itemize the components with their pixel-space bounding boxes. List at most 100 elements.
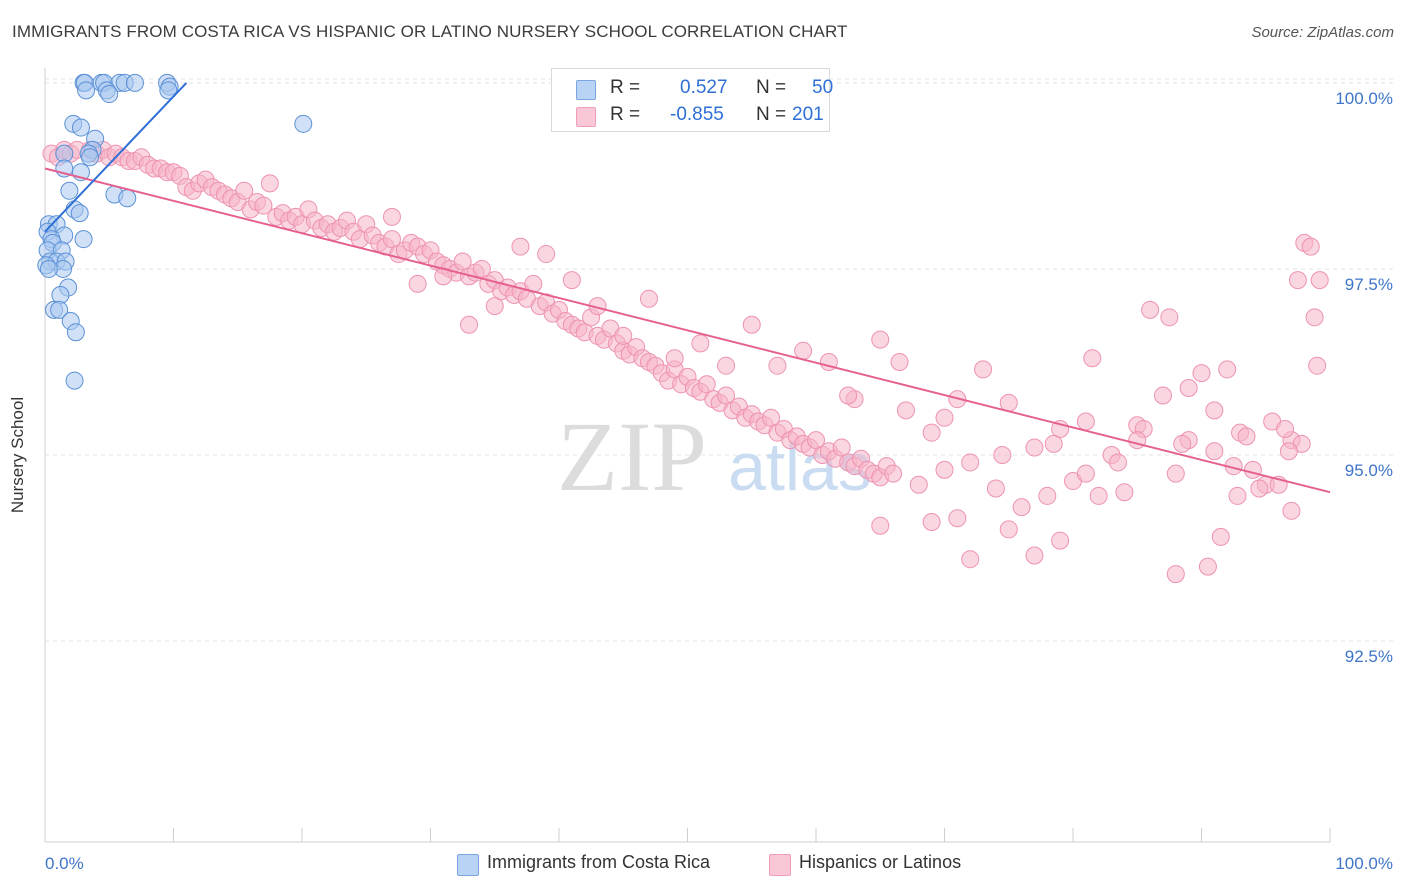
data-point-hispanics [511,237,530,256]
legend-n-label: N = [756,104,787,125]
data-point-costa-rica [60,181,79,200]
data-point-hispanics [1198,557,1217,576]
data-point-hispanics [961,550,980,569]
data-point-hispanics [1173,434,1192,453]
data-point-hispanics [974,360,993,379]
data-point-hispanics [1108,453,1127,472]
data-point-hispanics [1308,356,1327,375]
data-point-costa-rica [71,118,90,137]
bottom-legend-swatch-blue [457,854,479,876]
data-point-hispanics [909,475,928,494]
data-point-hispanics [1205,442,1224,461]
data-point-hispanics [1305,308,1324,327]
data-point-costa-rica [80,148,99,167]
data-point-costa-rica [50,300,69,319]
data-point-costa-rica [125,73,144,92]
y-tick-label: 100.0% [1335,89,1393,108]
data-point-hispanics [794,341,813,360]
data-point-hispanics [1243,460,1262,479]
legend-r-label: R = [610,104,641,125]
series-hispanics-points [42,140,1329,584]
data-point-hispanics [884,464,903,483]
data-point-hispanics [562,271,581,290]
data-point-hispanics [935,408,954,427]
data-point-hispanics [935,460,954,479]
data-point-hispanics [614,326,633,345]
grid-lines [45,78,1393,642]
data-point-hispanics [1166,464,1185,483]
data-point-hispanics [762,408,781,427]
data-point-costa-rica [39,259,58,278]
data-point-hispanics [1218,360,1237,379]
data-point-hispanics [1115,483,1134,502]
data-point-hispanics [1160,308,1179,327]
data-point-costa-rica [77,81,96,100]
data-point-hispanics [235,181,254,200]
data-point-hispanics [697,375,716,394]
data-point-hispanics [1282,501,1301,520]
axes [44,68,1331,843]
data-point-hispanics [993,446,1012,464]
data-point-hispanics [485,297,504,316]
series-costa-rica-points [37,73,313,390]
y-tick-label: 95.0% [1345,461,1393,480]
data-point-hispanics [871,516,890,535]
data-point-hispanics [807,431,825,450]
x-tick-label-max: 100.0% [1335,854,1393,873]
data-point-hispanics [472,259,491,278]
data-point-hispanics [871,330,890,349]
trend-line-hispanics [44,167,1331,494]
data-point-hispanics [1166,565,1185,584]
watermark-zip: ZIP [557,401,707,512]
bottom-legend-swatch-pink [769,854,791,876]
data-point-hispanics [460,315,479,334]
data-point-hispanics [768,356,787,375]
data-point-hispanics [922,512,941,531]
data-point-hispanics [382,207,401,226]
data-point-hispanics [1038,486,1057,505]
data-point-hispanics [986,479,1005,498]
data-point-hispanics [1310,271,1329,290]
data-point-costa-rica [100,85,119,104]
data-point-hispanics [717,386,736,405]
data-point-hispanics [1044,434,1063,453]
data-point-hispanics [1179,379,1198,398]
data-point-hispanics [1237,427,1256,446]
bottom-legend-label: Hispanics or Latinos [799,852,962,872]
data-point-hispanics [1083,349,1102,368]
data-point-hispanics [1051,531,1070,550]
data-point-hispanics [890,352,909,371]
y-tick-label: 92.5% [1345,647,1393,666]
data-point-hispanics [1076,412,1095,431]
data-point-hispanics [1288,271,1307,290]
legend-n-value: 50 [812,77,834,98]
y-tick-label: 97.5% [1345,275,1393,294]
data-point-costa-rica [74,230,93,249]
data-point-hispanics [922,423,941,442]
data-point-hispanics [408,274,427,293]
data-point-hispanics [665,349,684,368]
chart-title: IMMIGRANTS FROM COSTA RICA VS HISPANIC O… [12,22,848,41]
tick-labels: 92.5% 95.0% 97.5% 100.0% 0.0% 100.0% [45,89,1393,873]
data-point-hispanics [382,230,401,249]
data-point-hispanics [260,174,279,193]
data-point-hispanics [1153,386,1172,405]
data-point-costa-rica [65,371,84,390]
data-point-costa-rica [159,81,178,100]
source-label: Source: ZipAtlas.com [1251,24,1394,41]
data-point-hispanics [999,520,1018,539]
bottom-legend-label: Immigrants from Costa Rica [487,852,711,872]
data-point-costa-rica [118,189,137,208]
data-point-hispanics [961,453,980,472]
data-point-costa-rica [66,323,85,342]
data-point-hispanics [453,252,472,271]
data-point-hispanics [1025,438,1044,457]
data-point-hispanics [1228,486,1247,505]
data-point-hispanics [1276,419,1295,438]
data-point-hispanics [1141,300,1160,319]
data-point-hispanics [639,289,658,308]
data-point-hispanics [1205,401,1224,420]
legend-swatch-blue [576,80,596,100]
x-tick-label-min: 0.0% [45,854,84,873]
